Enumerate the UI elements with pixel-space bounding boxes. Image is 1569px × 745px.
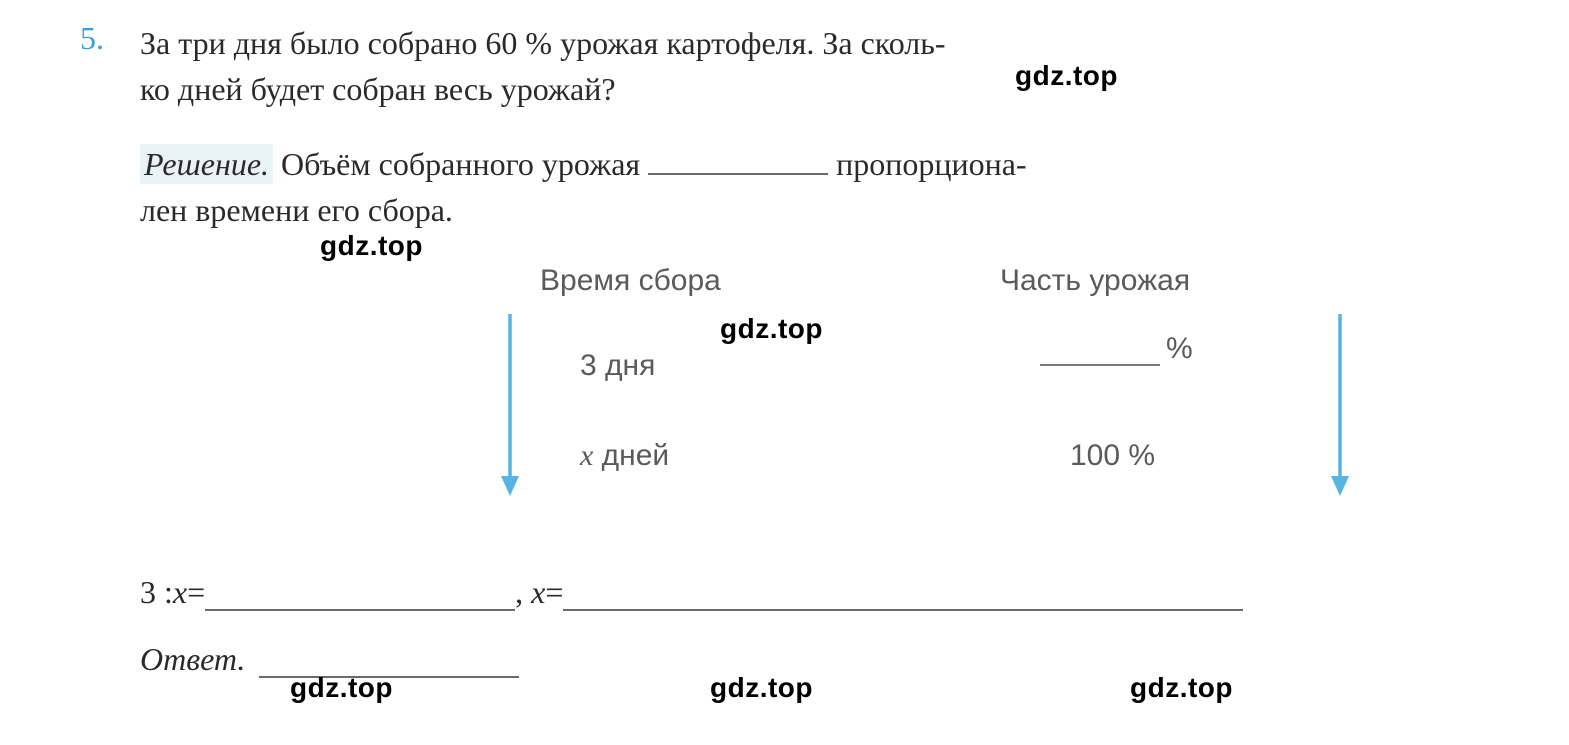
arrow-left-icon (495, 314, 525, 499)
x-variable-3: x (531, 574, 545, 611)
watermark-0: gdz.top (1015, 60, 1118, 92)
equation-row: 3 : x = , x = (140, 574, 1509, 611)
answer-label: Ответ. (140, 641, 245, 678)
solution-part-1: Объём собранного урожая (273, 146, 648, 182)
page-root: 5. За три дня было собрано 60 % урожая к… (0, 0, 1569, 745)
eq-sign-2: = (545, 574, 563, 611)
problem-line-1: За три дня было собрано 60 % урожая карт… (140, 25, 946, 61)
problem-number: 5. (80, 20, 140, 57)
col1-header: Время сбора (540, 264, 721, 298)
solution-label: Решение. (140, 144, 273, 184)
x-variable-1: x (580, 439, 593, 472)
watermark-1: gdz.top (320, 230, 423, 262)
solution-line-2: лен времени его сбора. (140, 192, 453, 228)
problem-text: За три дня было собрано 60 % урожая карт… (140, 20, 1509, 113)
solution-block: Решение. Объём собранного урожая пропорц… (140, 141, 1509, 234)
eq-comma: , (515, 574, 531, 611)
solution-blank-1[interactable] (648, 146, 828, 175)
arrow-right-icon (1325, 314, 1355, 499)
row1-col2-blank[interactable]: % (1040, 332, 1193, 366)
watermark-4: gdz.top (710, 672, 813, 704)
row2-col1: x дней (580, 439, 669, 473)
percent-sign: % (1166, 332, 1193, 366)
watermark-2: gdz.top (720, 313, 823, 345)
row2-col2: 100 % (1070, 439, 1155, 473)
proportion-table: Время сбора Часть урожая 3 дня % x дней … (140, 264, 1509, 534)
row2-col1-suffix: дней (593, 439, 669, 472)
col2-header: Часть урожая (1000, 264, 1190, 298)
eq-lhs: 3 : (140, 574, 173, 611)
solution-part-2: пропорциона- (828, 146, 1026, 182)
equation-blank-2[interactable] (563, 581, 1243, 610)
row1-col1: 3 дня (580, 349, 655, 383)
problem-line-2: ко дней будет собран весь урожай? (140, 71, 616, 107)
problem-row: 5. За три дня было собрано 60 % урожая к… (80, 20, 1509, 113)
percent-blank-line (1040, 334, 1160, 366)
x-variable-2: x (173, 574, 187, 611)
watermark-5: gdz.top (1130, 672, 1233, 704)
watermark-3: gdz.top (290, 672, 393, 704)
equation-blank-1[interactable] (205, 581, 515, 610)
eq-sign-1: = (187, 574, 205, 611)
